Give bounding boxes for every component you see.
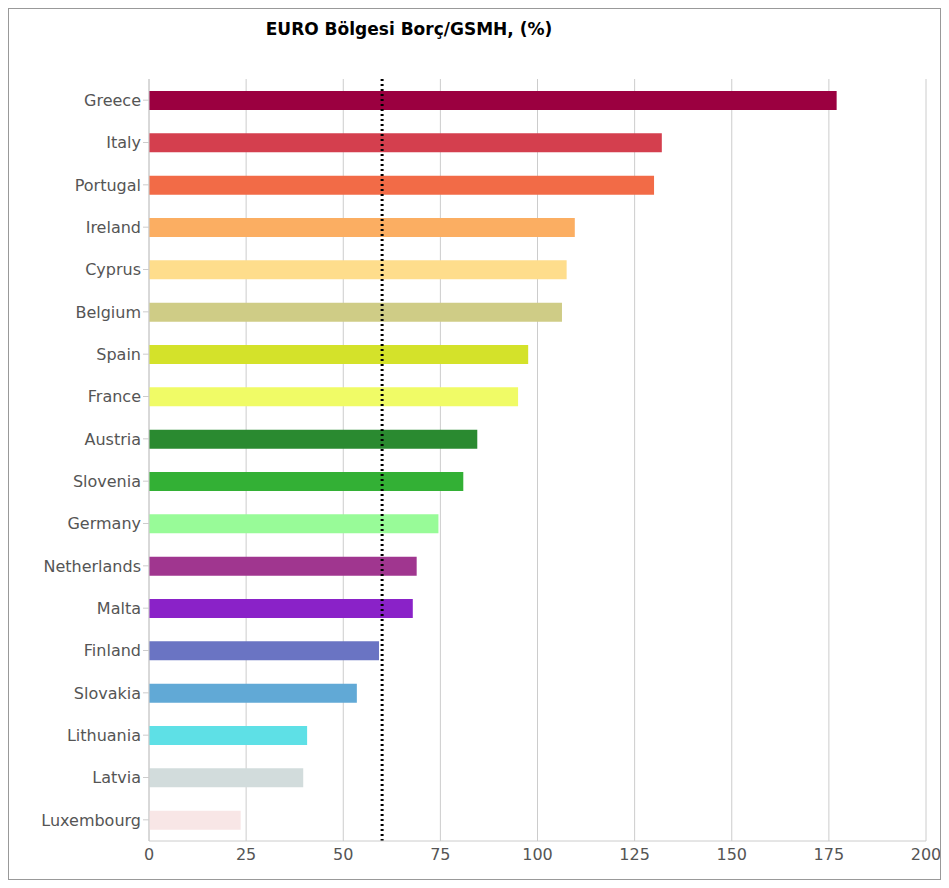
svg-text:Latvia: Latvia xyxy=(92,768,141,787)
svg-text:Malta: Malta xyxy=(97,599,141,618)
svg-text:75: 75 xyxy=(430,845,450,864)
svg-text:100: 100 xyxy=(522,845,553,864)
svg-text:Belgium: Belgium xyxy=(75,303,141,322)
svg-text:25: 25 xyxy=(236,845,256,864)
svg-text:Lithuania: Lithuania xyxy=(67,726,141,745)
svg-text:Ireland: Ireland xyxy=(86,218,141,237)
svg-text:Spain: Spain xyxy=(96,345,141,364)
svg-text:0: 0 xyxy=(144,845,154,864)
svg-text:50: 50 xyxy=(333,845,353,864)
svg-text:200: 200 xyxy=(911,845,940,864)
svg-text:Slovakia: Slovakia xyxy=(74,684,141,703)
svg-text:Slovenia: Slovenia xyxy=(73,472,141,491)
html-text:EURO Bölgesi Borç/GSMH, (%): EURO Bölgesi Borç/GSMH, (%) xyxy=(265,19,553,39)
svg-text:175: 175 xyxy=(814,845,845,864)
svg-text:150: 150 xyxy=(716,845,747,864)
svg-text:Portugal: Portugal xyxy=(75,176,141,195)
svg-text:Finland: Finland xyxy=(84,641,141,660)
svg-text:Cyprus: Cyprus xyxy=(85,260,141,279)
svg-text:France: France xyxy=(88,387,141,406)
svg-text:Italy: Italy xyxy=(106,133,141,152)
svg-text:Luxembourg: Luxembourg xyxy=(41,811,141,830)
svg-text:Germany: Germany xyxy=(67,514,141,533)
svg-text:Greece: Greece xyxy=(84,91,141,110)
svg-text:Austria: Austria xyxy=(84,430,141,449)
svg-text:Netherlands: Netherlands xyxy=(43,557,141,576)
svg-text:125: 125 xyxy=(619,845,650,864)
